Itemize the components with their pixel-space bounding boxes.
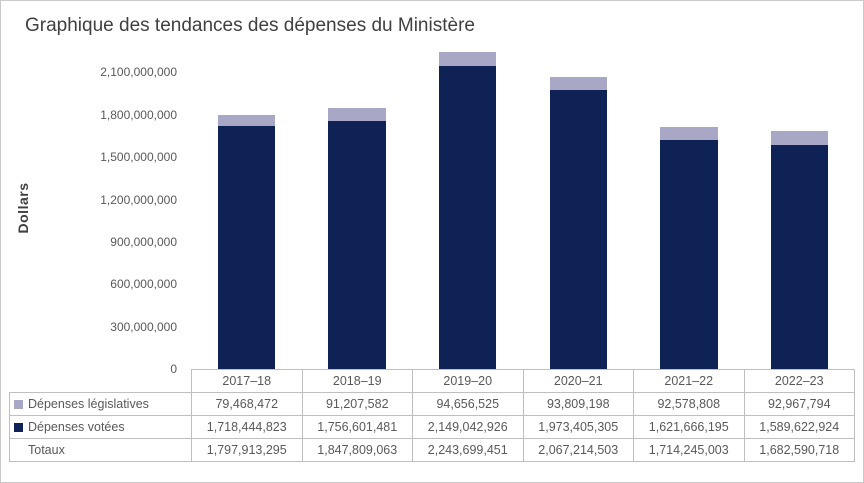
y-tick-label: 1,800,000,000	[100, 107, 177, 122]
legend-swatch	[14, 399, 23, 409]
bar-segment-legislatives	[770, 131, 829, 145]
table-value-cell: 1,589,622,924	[743, 415, 854, 438]
table-value-cell: 94,656,525	[412, 392, 523, 415]
table-header-2020–21: 2020–21	[522, 369, 633, 392]
table-corner-cell	[9, 369, 191, 392]
table-total-cell: 1,714,245,003	[633, 438, 744, 461]
table-value-cell: 92,578,808	[633, 392, 744, 415]
bar-segment-votees	[438, 65, 497, 369]
bar-segment-votees	[660, 139, 718, 369]
legend-label: Dépenses législatives	[28, 397, 149, 411]
table-value-cell: 79,468,472	[191, 392, 302, 415]
table-total-cell: 2,243,699,451	[412, 438, 523, 461]
table-total-cell: 1,847,809,063	[301, 438, 412, 461]
bar-stack	[217, 47, 276, 369]
y-tick-label: 300,000,000	[110, 319, 177, 334]
table-row-label-totals: Totaux	[9, 438, 191, 461]
bar-stack	[328, 47, 386, 369]
table-value-cell: 2,149,042,926	[412, 415, 523, 438]
bar-column-2019–20	[412, 47, 523, 369]
table-total-cell: 1,682,590,718	[743, 438, 854, 461]
bar-segment-votees	[328, 120, 386, 369]
legend-label: Dépenses votées	[28, 420, 125, 434]
bar-segment-legislatives	[217, 115, 276, 127]
bar-segment-votees	[770, 144, 829, 369]
data-table: 2017–18 2018–19 2019–20 2020–21 2021–22 2022–…	[9, 369, 855, 462]
table-header-2019–20: 2019–20	[412, 369, 523, 392]
table-row-label: Dépenses votées	[9, 415, 191, 438]
y-tick-label: 1,500,000,000	[100, 150, 177, 165]
table-row-label: Dépenses législatives	[9, 392, 191, 415]
chart-title: Graphique des tendances des dépenses du …	[25, 15, 475, 36]
legend-swatch	[14, 422, 23, 432]
table-value-cell: 1,718,444,823	[191, 415, 302, 438]
bar-column-2020–21	[523, 47, 634, 369]
bar-segment-votees	[549, 90, 608, 369]
table-header-2017–18: 2017–18	[191, 369, 302, 392]
table-header-2018–19: 2018–19	[301, 369, 412, 392]
table-header-2021–22: 2021–22	[633, 369, 744, 392]
bar-segment-legislatives	[328, 108, 386, 121]
table-header-2022–23: 2022–23	[743, 369, 854, 392]
chart-area: Dollars 0 300,000,000 600,000,000 900,000,0…	[9, 47, 855, 375]
table-value-cell: 1,973,405,305	[522, 415, 633, 438]
bar-column-2022–23	[744, 47, 855, 369]
bar-stack	[549, 47, 608, 369]
bar-stack	[770, 47, 829, 369]
bar-segment-legislatives	[660, 126, 718, 140]
bar-segment-legislatives	[438, 52, 497, 66]
table-value-cell: 1,756,601,481	[301, 415, 412, 438]
y-tick-label: 2,100,000,000	[100, 65, 177, 80]
table-value-cell: 91,207,582	[301, 392, 412, 415]
bar-stack	[438, 47, 497, 369]
y-tick-label: 0	[170, 362, 177, 376]
totals-label: Totaux	[28, 443, 65, 457]
table-total-cell: 1,797,913,295	[191, 438, 302, 461]
bar-column-2018–19	[302, 47, 413, 369]
y-tick-label: 600,000,000	[110, 277, 177, 292]
bar-segment-votees	[217, 126, 276, 369]
bar-segment-legislatives	[549, 77, 608, 91]
bar-stack	[660, 47, 718, 369]
table-value-cell: 93,809,198	[522, 392, 633, 415]
y-tick-label: 1,200,000,000	[100, 192, 177, 207]
table-total-cell: 2,067,214,503	[522, 438, 633, 461]
table-value-cell: 92,967,794	[743, 392, 854, 415]
bar-column-2017–18	[191, 47, 302, 369]
y-axis-tick-labels: 0 300,000,000 600,000,000 900,000,000 1,200,…	[9, 47, 191, 375]
table-value-cell: 1,621,666,195	[633, 415, 744, 438]
y-tick-label: 900,000,000	[110, 234, 177, 249]
bar-column-2021–22	[634, 47, 745, 369]
plot-area	[191, 47, 855, 369]
